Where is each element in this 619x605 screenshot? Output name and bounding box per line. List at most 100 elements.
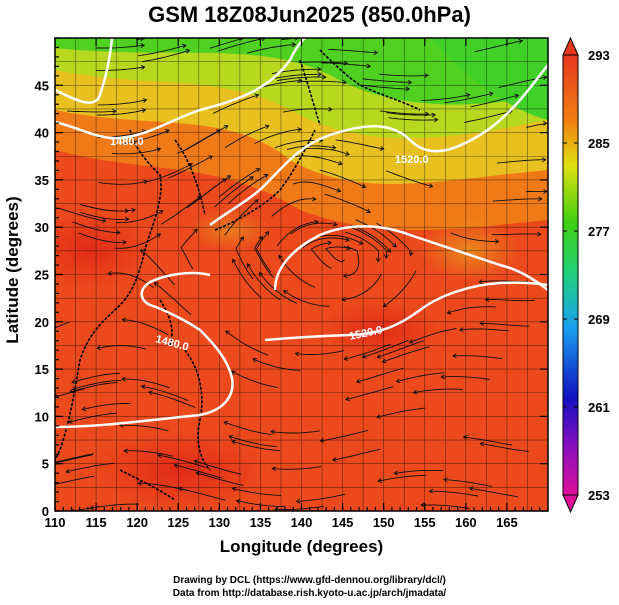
streamline-arrow: [157, 453, 163, 459]
streamline: [383, 270, 417, 307]
streamline: [474, 40, 523, 53]
streamline-arrow: [291, 42, 297, 48]
x-tick-label: 150: [373, 515, 395, 530]
streamline-arrow: [376, 414, 381, 419]
streamline-arrow: [235, 498, 241, 504]
streamline: [224, 125, 269, 148]
streamline-arrow: [376, 354, 382, 359]
streamline-arrow: [254, 93, 260, 99]
chart-title: GSM 18Z08Jun2025 (850.0hPa): [148, 2, 471, 27]
streamline: [274, 505, 324, 510]
streamline: [388, 117, 438, 121]
streamline-arrow: [239, 236, 244, 242]
contour-label: 1520.0: [395, 154, 429, 166]
credit-line-1: Drawing by DCL (https://www.gfd-dennou.o…: [173, 575, 446, 586]
streamline-arrow: [282, 289, 288, 295]
streamline: [69, 382, 118, 393]
streamline: [356, 367, 404, 383]
y-tick-label: 20: [35, 315, 49, 330]
streamline: [55, 454, 94, 464]
streamline-arrow: [343, 356, 349, 361]
streamline-arrow: [226, 175, 232, 180]
streamline: [345, 231, 380, 262]
streamline-arrow: [153, 282, 159, 287]
streamline: [379, 73, 429, 77]
x-axis-label: Longitude (degrees): [219, 537, 384, 556]
streamline-arrow: [223, 125, 229, 130]
streamline: [335, 139, 384, 150]
y-tick-label: 10: [35, 409, 49, 424]
streamline-arrow: [96, 345, 102, 351]
streamline: [58, 207, 106, 222]
streamline: [480, 322, 530, 327]
streamline: [459, 328, 509, 332]
streamline-arrow: [230, 370, 236, 375]
streamline-arrow: [538, 196, 543, 202]
streamline: [190, 175, 231, 206]
streamline-arrow: [264, 124, 270, 130]
streamline: [315, 234, 363, 245]
streamline: [210, 38, 244, 49]
streamline-arrow: [420, 502, 425, 508]
streamline: [271, 198, 316, 217]
streamline: [394, 469, 444, 474]
streamline: [247, 263, 281, 301]
streamline-arrow: [112, 108, 117, 114]
streamline-arrow: [428, 488, 434, 494]
streamline-arrow: [452, 353, 457, 359]
contour-label: 1480.0: [110, 136, 144, 148]
streamline: [450, 232, 499, 242]
streamline-arrow: [328, 106, 333, 112]
streamline: [377, 340, 424, 358]
streamline: [526, 122, 547, 128]
streamline-arrow: [542, 75, 548, 81]
streamline: [255, 231, 272, 273]
streamline-arrow: [55, 325, 58, 329]
streamline-arrow: [440, 374, 446, 380]
streamline: [310, 242, 332, 269]
streamline: [196, 472, 244, 486]
streamline-arrow: [514, 93, 520, 99]
streamline: [212, 94, 259, 114]
streamline-arrow: [345, 396, 350, 402]
streamline-arrow: [345, 237, 350, 242]
streamline: [320, 429, 369, 442]
streamline: [119, 424, 169, 432]
streamline: [148, 391, 196, 408]
streamline-arrow: [542, 157, 547, 163]
streamline: [283, 290, 330, 307]
streamline: [292, 181, 341, 192]
streamline: [111, 147, 161, 155]
y-tick-labels: 0 5 10 15 20 25 30 35 40 45: [35, 78, 49, 519]
streamline-arrow: [383, 254, 389, 259]
streamline-arrow: [358, 240, 364, 245]
streamline-arrow: [121, 376, 126, 382]
streamline: [496, 159, 546, 164]
streamline-arrow: [424, 111, 430, 117]
streamline-arrow: [228, 434, 234, 440]
streamline-arrow: [139, 249, 145, 254]
streamline-arrow: [124, 208, 130, 214]
streamline-arrow: [446, 309, 452, 315]
height-contours: [55, 38, 548, 429]
streamline: [421, 504, 470, 509]
x-tick-labels: 110 115 120 125 130 135 140 145 150 155 160 165: [45, 515, 518, 530]
streamline: [485, 299, 535, 302]
streamline-arrow: [263, 174, 269, 179]
streamline-arrow: [71, 379, 77, 384]
contour-1520-south: [273, 225, 548, 291]
streamline-arrow: [158, 210, 164, 215]
streamline: [491, 233, 541, 236]
streamline-arrow: [295, 498, 301, 504]
colorbar-label: 253: [588, 488, 610, 503]
streamline: [140, 249, 175, 286]
credit-line-2: Data from http://database.rish.kyoto-u.a…: [172, 588, 447, 599]
x-tick-label: 140: [291, 515, 313, 530]
streamline-arrow: [55, 482, 58, 486]
colorbar-label: 261: [588, 400, 610, 415]
streamline: [160, 195, 202, 225]
streamline: [259, 272, 297, 304]
streamline: [180, 228, 198, 270]
streamline: [290, 222, 338, 235]
streamline: [122, 319, 169, 336]
